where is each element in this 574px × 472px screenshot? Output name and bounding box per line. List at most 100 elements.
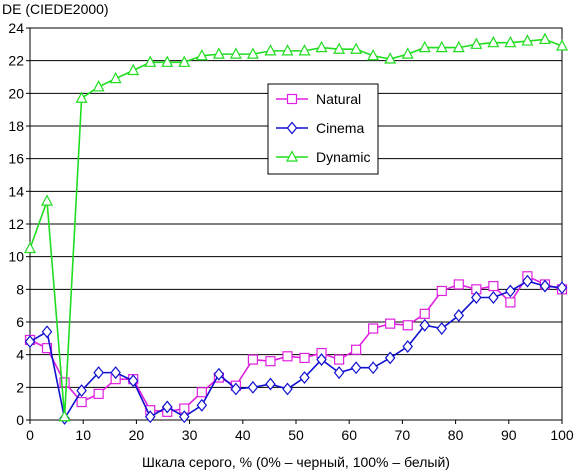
data-point-cinema-6	[127, 374, 139, 388]
y-tick-label-20: 20	[8, 85, 24, 101]
data-point-dynamic-25	[452, 40, 465, 53]
series-cinema	[24, 274, 568, 425]
data-point-dynamic-8	[161, 55, 174, 67]
data-point-cinema-4	[93, 366, 104, 380]
y-tick-label-14: 14	[8, 183, 24, 199]
data-point-cinema-10	[196, 398, 208, 412]
data-point-cinema-31	[556, 281, 568, 295]
data-point-dynamic-1	[41, 194, 54, 206]
y-tick-label-12: 12	[8, 216, 24, 232]
data-point-natural-23	[419, 308, 430, 319]
legend-marker-dynamic	[286, 150, 298, 162]
axes	[26, 27, 563, 424]
data-point-dynamic-5	[109, 71, 122, 84]
y-tick-label-22: 22	[8, 53, 24, 69]
data-point-cinema-29	[522, 274, 533, 288]
data-point-cinema-17	[316, 353, 327, 367]
data-point-cinema-21	[384, 351, 396, 365]
data-point-dynamic-3	[75, 91, 88, 103]
y-tick-label-6: 6	[16, 314, 24, 330]
data-point-dynamic-2	[58, 409, 71, 422]
data-point-cinema-22	[402, 340, 413, 353]
data-point-cinema-8	[161, 400, 173, 414]
data-point-dynamic-7	[144, 55, 157, 67]
x-tick-label-90: 90	[501, 427, 517, 443]
y-tick-label-24: 24	[8, 20, 24, 36]
data-point-dynamic-14	[264, 44, 277, 56]
data-point-dynamic-15	[281, 44, 294, 56]
legend-item-natural: Natural	[276, 91, 361, 107]
data-point-natural-19	[351, 344, 362, 355]
data-point-natural-18	[333, 354, 345, 365]
x-tick-label-50: 50	[288, 427, 304, 443]
data-point-natural-3	[76, 396, 87, 408]
y-tick-label-8: 8	[16, 281, 24, 297]
data-point-natural-24	[436, 285, 447, 297]
data-point-dynamic-12	[229, 47, 242, 59]
data-point-cinema-24	[436, 322, 448, 335]
x-tick-label-0: 0	[26, 427, 34, 443]
series-natural	[24, 271, 568, 417]
data-point-dynamic-4	[92, 80, 105, 92]
data-point-cinema-9	[179, 410, 190, 424]
x-tick-label-10: 10	[75, 427, 91, 443]
y-tick-label-16: 16	[8, 151, 24, 167]
data-point-cinema-25	[453, 309, 465, 322]
data-point-natural-1	[41, 343, 53, 354]
y-tick-label-4: 4	[16, 347, 24, 363]
data-point-cinema-20	[367, 361, 379, 375]
x-tick-label-30: 30	[182, 427, 198, 443]
data-point-cinema-7	[144, 410, 156, 424]
legend-marker-cinema	[286, 121, 298, 135]
y-axis-label: DE (CIEDE2000)	[2, 1, 109, 17]
x-tick-label-100: 100	[550, 427, 574, 443]
data-point-cinema-18	[333, 366, 345, 380]
data-point-dynamic-17	[315, 40, 328, 53]
data-point-cinema-28	[505, 284, 516, 298]
x-tick-label-40: 40	[235, 427, 251, 443]
data-point-cinema-23	[419, 318, 431, 332]
data-point-natural-27	[488, 280, 499, 292]
x-tick-label-70: 70	[395, 427, 411, 443]
series	[24, 32, 568, 425]
data-point-cinema-14	[265, 377, 276, 391]
series-line-cinema	[29, 280, 563, 421]
legend-item-cinema: Cinema	[276, 120, 364, 136]
data-point-cinema-30	[539, 279, 551, 293]
data-point-dynamic-31	[556, 39, 568, 51]
data-point-natural-16	[299, 352, 310, 364]
legend-label-cinema: Cinema	[316, 120, 364, 136]
data-point-dynamic-29	[521, 34, 534, 46]
data-point-dynamic-6	[127, 63, 140, 76]
data-point-cinema-11	[213, 367, 225, 381]
data-point-natural-20	[368, 323, 379, 334]
series-line-natural	[29, 275, 563, 413]
data-point-natural-25	[453, 279, 464, 290]
data-point-cinema-16	[299, 371, 310, 384]
data-point-dynamic-30	[538, 32, 551, 45]
x-tick-label-20: 20	[129, 427, 145, 443]
data-point-dynamic-13	[246, 47, 259, 59]
legend-label-dynamic: Dynamic	[316, 149, 370, 165]
legend-label-natural: Natural	[316, 91, 361, 107]
data-point-natural-21	[385, 318, 396, 329]
data-point-dynamic-27	[487, 35, 500, 48]
x-tick-label-80: 80	[448, 427, 464, 443]
data-point-dynamic-0	[24, 241, 36, 254]
legend: Natural Cinema Dynamic	[267, 83, 379, 175]
data-point-dynamic-20	[367, 48, 380, 61]
data-point-dynamic-23	[418, 40, 431, 53]
data-point-dynamic-22	[401, 47, 414, 59]
data-point-dynamic-24	[435, 40, 448, 53]
y-tick-label-18: 18	[8, 118, 24, 134]
data-point-dynamic-10	[195, 48, 208, 61]
data-point-dynamic-16	[298, 44, 311, 56]
data-point-cinema-19	[350, 361, 362, 375]
data-point-natural-4	[93, 388, 104, 399]
x-axis-label: Шкала серого, % (0% – черный, 100% – бел…	[142, 454, 450, 470]
data-point-natural-22	[402, 320, 413, 331]
y-tick-label-10: 10	[8, 249, 24, 265]
y-tick-label-0: 0	[16, 412, 24, 428]
data-point-dynamic-21	[384, 52, 397, 64]
